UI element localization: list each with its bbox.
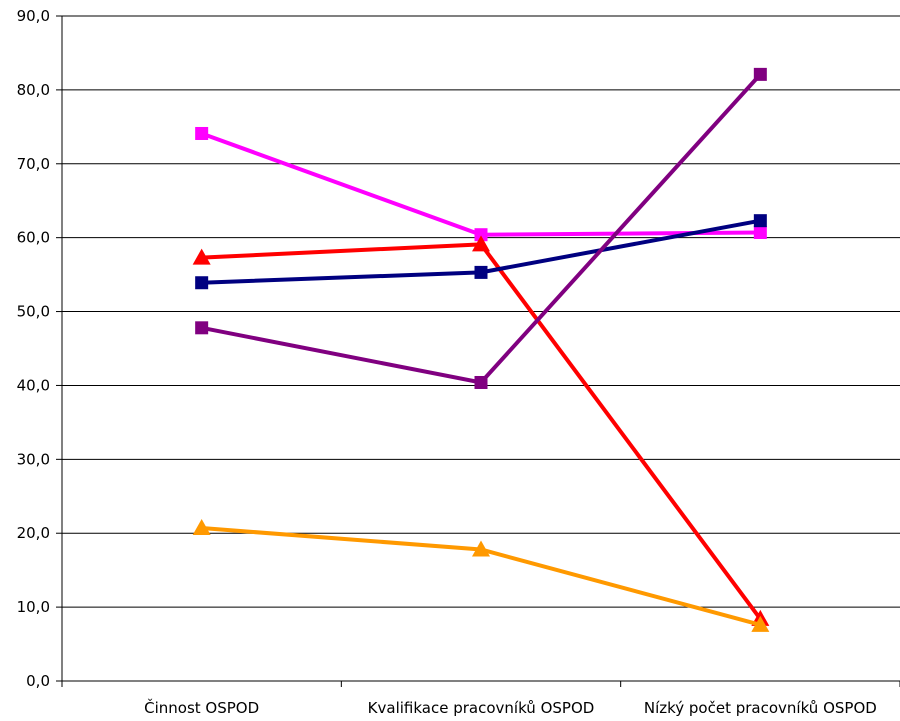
data-point-marker [753,214,767,228]
gridlines [62,15,900,608]
series-group [192,67,770,632]
data-point-marker [753,225,767,239]
y-tick-label: 50,0 [17,303,50,321]
y-tick-label: 60,0 [17,229,50,247]
series-line [200,131,761,237]
data-point-marker [195,321,209,335]
y-tick-label: 10,0 [17,598,50,616]
series-5 [192,519,770,632]
x-axis-category-labels: Činnost OSPOD Kvalifikace pracovníků OSPO… [144,698,877,717]
y-tick-label: 80,0 [17,81,50,99]
series-3 [195,214,767,290]
data-point-marker [751,615,770,632]
y-tick-label: 70,0 [17,155,50,173]
y-axis-tick-labels: 0,0 10,0 20,0 30,0 40,0 50,0 60,0 70,0 80,0 90,0 [17,7,50,690]
data-point-marker [753,67,767,81]
y-tick-label: 90,0 [17,7,50,25]
data-point-marker [192,248,211,265]
x-category-label: Kvalifikace pracovníků OSPOD [368,699,595,717]
data-point-marker [195,126,209,140]
series-4 [195,67,767,389]
axes [56,15,900,687]
data-point-marker [474,228,488,242]
series-1 [195,126,767,242]
series-line [201,242,762,621]
y-tick-label: 40,0 [17,376,50,394]
data-point-marker [474,265,488,279]
y-tick-label: 0,0 [26,672,50,690]
data-point-marker [474,375,488,389]
y-tick-label: 20,0 [17,524,50,542]
data-point-marker [195,276,209,290]
y-tick-label: 30,0 [17,450,50,468]
x-category-label: Činnost OSPOD [144,698,259,717]
data-point-marker [472,540,490,557]
x-category-label: Nízký počet pracovníků OSPOD [644,699,877,717]
data-point-marker [472,235,490,252]
data-point-marker [192,519,211,536]
series-2 [192,235,770,626]
